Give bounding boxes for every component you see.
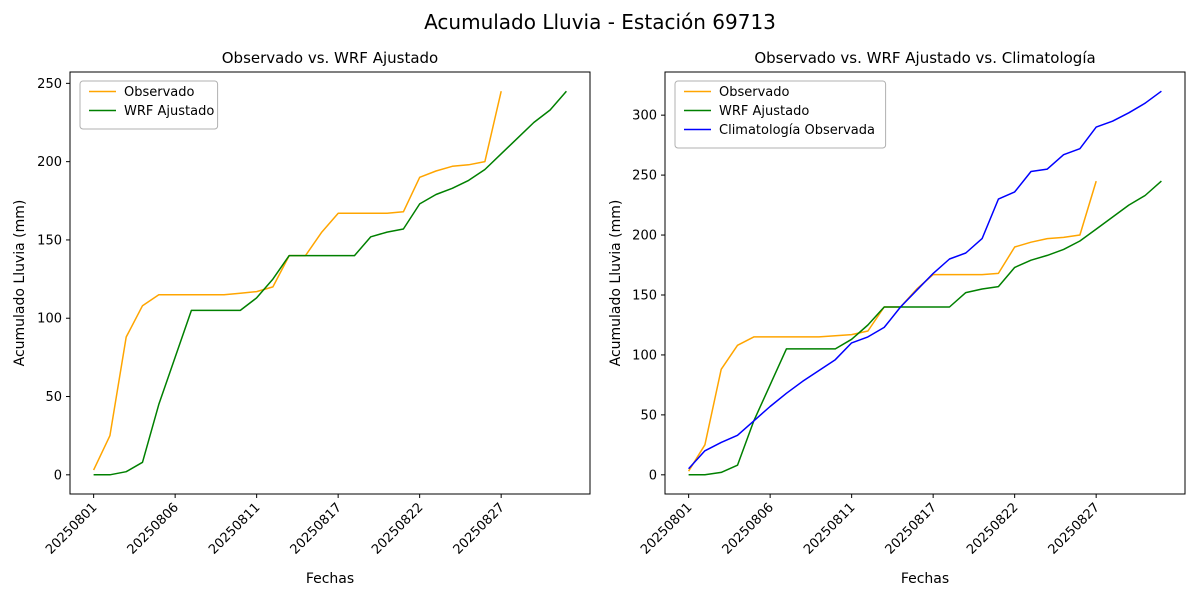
legend-label-observado: Observado bbox=[124, 85, 195, 100]
legend-label-climatologia-observada: Climatología Observada bbox=[719, 123, 875, 138]
right-yaxis-label: Acumulado Lluvia (mm) bbox=[608, 200, 624, 367]
left-xaxis-label: Fechas bbox=[306, 571, 354, 587]
y-tick-label: 0 bbox=[54, 468, 62, 483]
x-tick-label: 20250806 bbox=[125, 500, 182, 557]
left-yaxis-label: Acumulado Lluvia (mm) bbox=[12, 200, 28, 367]
y-tick-label: 100 bbox=[37, 312, 62, 327]
y-tick-label: 250 bbox=[37, 77, 62, 92]
y-tick-label: 150 bbox=[37, 233, 62, 248]
series-line-climatologia-observada bbox=[688, 90, 1162, 470]
legend-box bbox=[674, 80, 887, 149]
left-chart: 0 50 100 150 200 250 20250801 20250806 20250811 2… bbox=[37, 71, 591, 558]
series-line-wrf-ajustado bbox=[93, 90, 567, 476]
y-tick-label: 50 bbox=[640, 408, 657, 423]
y-tick-label: 250 bbox=[632, 169, 657, 184]
legend-label-wrf-ajustado: WRF Ajustado bbox=[124, 104, 214, 119]
legend-box bbox=[79, 80, 219, 130]
y-tick-label: 150 bbox=[632, 288, 657, 303]
x-tick-label: 20250801 bbox=[638, 500, 695, 557]
y-tick-label: 200 bbox=[37, 155, 62, 170]
right-chart: 0 50 100 150 200 250 300 20250801 20250806 202508… bbox=[632, 71, 1186, 558]
series-line-observado bbox=[92, 91, 502, 471]
y-tick-label: 50 bbox=[45, 390, 62, 405]
x-tick-label: 20250827 bbox=[451, 500, 508, 557]
y-tick-label: 300 bbox=[632, 109, 657, 124]
x-tick-label: 20250806 bbox=[720, 500, 777, 557]
x-tick-label: 20250822 bbox=[369, 500, 426, 557]
legend-label-observado: Observado bbox=[719, 85, 790, 100]
x-tick-label: 20250827 bbox=[1046, 500, 1103, 557]
series-line-observado bbox=[687, 180, 1097, 472]
y-tick-label: 100 bbox=[632, 348, 657, 363]
figure-title: Acumulado Lluvia - Estación 69713 bbox=[424, 10, 776, 34]
axes-frame bbox=[664, 71, 1186, 495]
x-tick-label: 20250817 bbox=[288, 500, 345, 557]
y-tick-label: 0 bbox=[649, 468, 657, 483]
x-tick-label: 20250811 bbox=[206, 500, 263, 557]
series-line-wrf-ajustado bbox=[688, 180, 1162, 476]
x-tick-label: 20250817 bbox=[883, 500, 940, 557]
y-tick-label: 200 bbox=[632, 229, 657, 244]
axes-frame bbox=[69, 71, 591, 495]
legend-label-wrf-ajustado: WRF Ajustado bbox=[719, 104, 809, 119]
left-chart-title: Observado vs. WRF Ajustado bbox=[222, 49, 438, 67]
right-xaxis-label: Fechas bbox=[901, 571, 949, 587]
x-tick-label: 20250801 bbox=[43, 500, 100, 557]
x-tick-label: 20250822 bbox=[964, 500, 1021, 557]
x-tick-label: 20250811 bbox=[801, 500, 858, 557]
right-chart-title: Observado vs. WRF Ajustado vs. Climatolo… bbox=[754, 49, 1095, 67]
